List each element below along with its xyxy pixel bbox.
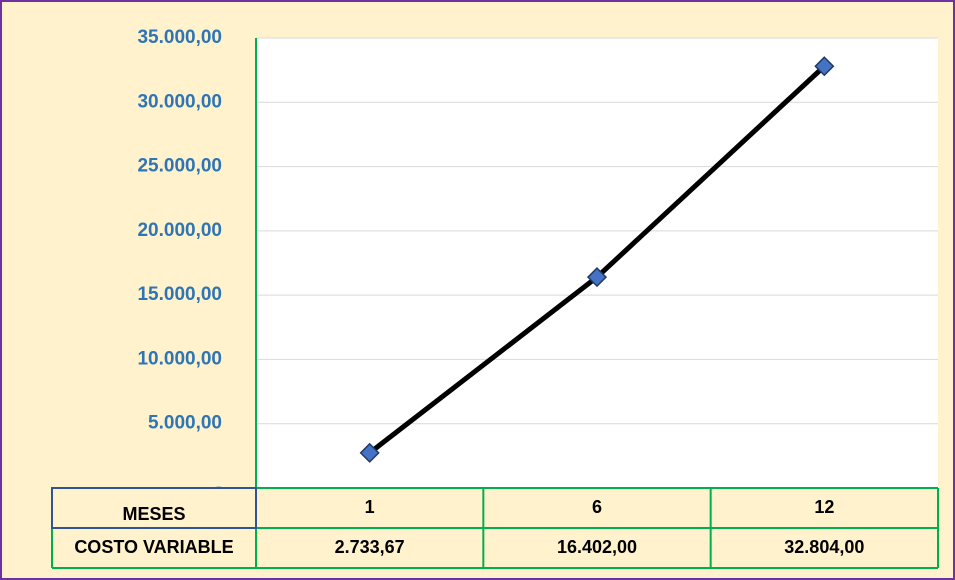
- x-label-box: [51, 487, 257, 529]
- data-marker: [814, 56, 835, 77]
- y-tick-label: 5.000,00: [148, 413, 222, 434]
- plot-area: [256, 38, 938, 488]
- y-tick-label: 10.000,00: [137, 348, 222, 369]
- x-tick-label: 12: [814, 497, 834, 517]
- y-tick-label: 15.000,00: [137, 284, 222, 305]
- y-tick-label: 20.000,00: [137, 220, 222, 241]
- x-tick-label: 1: [365, 497, 375, 517]
- data-marker: [359, 442, 380, 463]
- x-axis-label: MESES: [122, 504, 185, 524]
- data-marker: [586, 267, 608, 288]
- data-label: 16.402,00: [557, 537, 637, 557]
- legend-label: COSTO VARIABLE: [74, 537, 233, 557]
- data-label: 2.733,67: [335, 537, 405, 557]
- y-tick-label: 25.000,00: [137, 156, 222, 177]
- y-tick-label: 30.000,00: [137, 91, 222, 112]
- x-tick-label: 6: [592, 497, 602, 517]
- data-label: 32.804,00: [784, 537, 864, 557]
- y-tick-label: 35.000,00: [137, 27, 222, 48]
